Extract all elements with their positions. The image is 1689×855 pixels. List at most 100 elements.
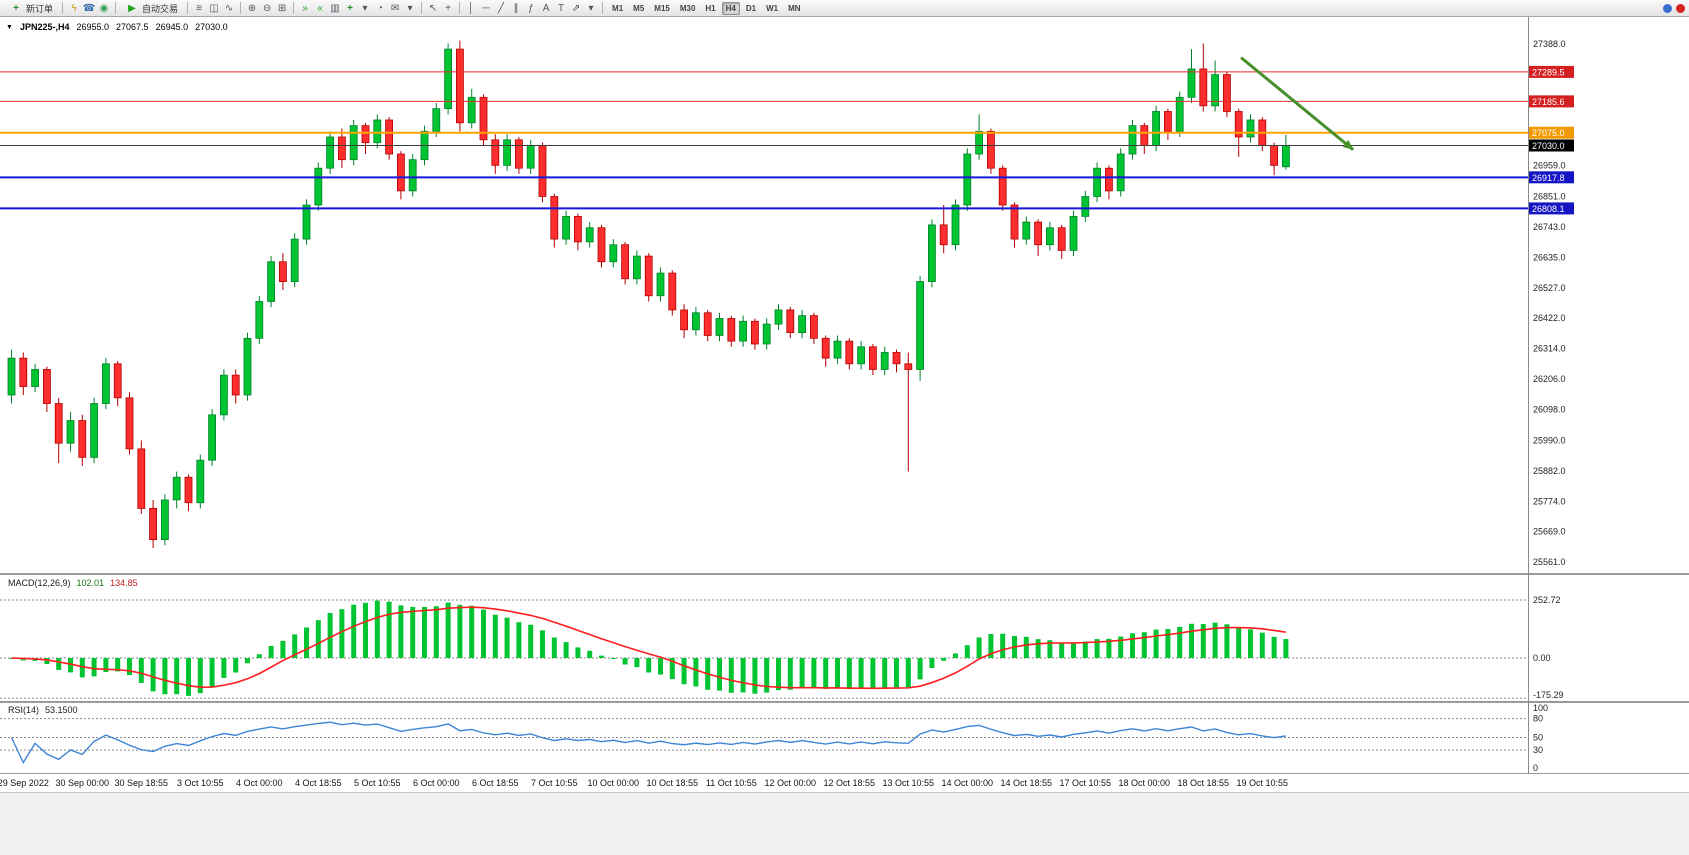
timeframe-mn-button[interactable]: MN xyxy=(788,3,801,13)
zoom-in-icon[interactable]: ⊕ xyxy=(247,2,257,14)
candlestick-chart-icon[interactable]: ◫ xyxy=(209,2,219,14)
svg-text:14 Oct 18:55: 14 Oct 18:55 xyxy=(1001,778,1053,788)
macd-signal-value: 134.85 xyxy=(110,578,138,588)
chevron-down-icon[interactable]: ▾ xyxy=(588,2,594,14)
phone-icon[interactable]: ☎ xyxy=(82,2,96,14)
main-chart[interactable]: 27388.0 26959.0 26851.0 26743.0 26635.0 26527… xyxy=(0,17,1689,573)
svg-text:30: 30 xyxy=(1533,745,1543,755)
new-order-icon: + xyxy=(13,2,19,14)
timeframe-d1-button[interactable]: D1 xyxy=(745,3,757,13)
notification-icon[interactable] xyxy=(1676,3,1685,13)
svg-text:29 Sep 2022: 29 Sep 2022 xyxy=(0,778,49,788)
globe-icon[interactable]: ◉ xyxy=(99,2,109,14)
collapse-icon[interactable]: ▼ xyxy=(6,23,13,31)
horizontal-line-icon[interactable]: ─ xyxy=(482,2,490,14)
svg-text:25990.0: 25990.0 xyxy=(1533,435,1566,445)
svg-text:18 Oct 00:00: 18 Oct 00:00 xyxy=(1119,778,1171,788)
chevron-down-icon[interactable]: ▾ xyxy=(362,2,368,14)
clock-icon[interactable]: ◔ xyxy=(377,2,384,14)
svg-text:25882.0: 25882.0 xyxy=(1533,466,1566,476)
timeframe-h1-button[interactable]: H1 xyxy=(705,3,716,13)
svg-text:25774.0: 25774.0 xyxy=(1533,497,1566,507)
svg-text:26527.0: 26527.0 xyxy=(1533,283,1566,293)
channel-icon[interactable]: ∥ xyxy=(513,2,519,14)
svg-text:100: 100 xyxy=(1533,703,1548,713)
autotrading-label: 自动交易 xyxy=(142,3,179,14)
zoom-out-icon[interactable]: ⊖ xyxy=(262,2,272,14)
svg-text:26422.0: 26422.0 xyxy=(1533,313,1566,323)
vertical-line-icon[interactable]: │ xyxy=(467,2,475,14)
arrows-tool-icon[interactable]: ⇗ xyxy=(571,2,581,14)
svg-text:30 Sep 00:00: 30 Sep 00:00 xyxy=(56,778,110,788)
toolbar-separator xyxy=(293,2,295,14)
rsi-name: RSI(14) xyxy=(8,705,40,715)
svg-text:7 Oct 10:55: 7 Oct 10:55 xyxy=(531,778,578,788)
svg-text:19 Oct 10:55: 19 Oct 10:55 xyxy=(1237,778,1289,788)
svg-text:27185.6: 27185.6 xyxy=(1532,97,1565,107)
mail-icon[interactable]: ✉ xyxy=(390,2,400,14)
line-chart-icon[interactable]: ∿ xyxy=(224,2,234,14)
label-icon[interactable]: T xyxy=(557,2,565,14)
timeframe-m1-button[interactable]: M1 xyxy=(612,3,624,13)
tile-windows-icon[interactable]: ⊞ xyxy=(277,2,287,14)
connection-status-icon[interactable] xyxy=(1663,3,1672,13)
chart-header: ▼ JPN225-,H4 26955.0 27067.5 26945.0 270… xyxy=(6,22,228,32)
low-value: 26945.0 xyxy=(155,22,189,32)
macd-name: MACD(12,26,9) xyxy=(8,578,71,588)
timeframe-toolbar: M1 M5 M15 M30 H1 H4 D1 W1 MN xyxy=(607,1,806,15)
time-axis[interactable]: 29 Sep 2022 30 Sep 00:00 30 Sep 18:55 3 Oct… xyxy=(0,774,1689,792)
chevron-down-icon[interactable]: ▾ xyxy=(407,2,413,14)
crosshair-icon[interactable]: + xyxy=(445,2,451,14)
flash-icon[interactable]: ϟ xyxy=(71,2,77,14)
svg-text:6 Oct 18:55: 6 Oct 18:55 xyxy=(472,778,519,788)
panel-separator[interactable] xyxy=(0,701,1689,703)
timeframe-w1-button[interactable]: W1 xyxy=(766,3,779,13)
add-indicator-icon[interactable]: + xyxy=(347,2,353,14)
window-background xyxy=(0,792,1689,855)
toolbar-separator xyxy=(240,2,242,14)
play-icon: ▶ xyxy=(128,2,136,14)
close-value: 27030.0 xyxy=(195,22,228,32)
timeframe-m30-button[interactable]: M30 xyxy=(679,3,696,13)
svg-text:26314.0: 26314.0 xyxy=(1533,344,1566,354)
chart-shift-icon[interactable]: « xyxy=(317,2,323,14)
symbol-title: JPN225-,H4 xyxy=(19,22,70,32)
toolbar-separator xyxy=(187,2,189,14)
svg-text:18 Oct 18:55: 18 Oct 18:55 xyxy=(1178,778,1230,788)
autotrading-button[interactable]: ▶ 自动交易 xyxy=(120,1,183,15)
text-icon[interactable]: A xyxy=(542,2,550,14)
rsi-label: RSI(14) 53.1500 xyxy=(8,705,78,715)
timeframe-m15-button[interactable]: M15 xyxy=(654,3,670,13)
cursor-icon[interactable]: ↖ xyxy=(428,2,438,14)
panel-separator[interactable] xyxy=(0,773,1689,774)
toolbar-separator xyxy=(421,2,423,14)
timeframe-h4-button[interactable]: H4 xyxy=(721,1,740,15)
new-order-button[interactable]: + 新订单 xyxy=(4,1,58,15)
new-chart-icon[interactable]: ▥ xyxy=(330,2,340,14)
svg-text:0.00: 0.00 xyxy=(1533,653,1551,663)
svg-text:80: 80 xyxy=(1533,714,1543,724)
svg-text:4 Oct 18:55: 4 Oct 18:55 xyxy=(295,778,342,788)
rsi-value: 53.1500 xyxy=(45,705,78,715)
svg-text:27030.0: 27030.0 xyxy=(1532,141,1565,151)
macd-panel[interactable]: 252.72 0.00 -175.29 xyxy=(0,575,1689,701)
auto-scroll-icon[interactable]: » xyxy=(302,2,308,14)
svg-text:10 Oct 18:55: 10 Oct 18:55 xyxy=(647,778,699,788)
trendline-icon[interactable]: ╱ xyxy=(498,2,505,14)
svg-text:252.72: 252.72 xyxy=(1533,595,1561,605)
svg-text:25561.0: 25561.0 xyxy=(1533,557,1566,567)
svg-text:26808.1: 26808.1 xyxy=(1532,204,1565,214)
toolbar-separator xyxy=(459,2,461,14)
macd-value: 102.01 xyxy=(76,578,105,588)
fibonacci-icon[interactable]: ƒ xyxy=(528,2,534,14)
timeframe-m5-button[interactable]: M5 xyxy=(633,3,645,13)
bar-chart-icon[interactable]: ≡ xyxy=(196,2,202,14)
svg-text:26743.0: 26743.0 xyxy=(1533,222,1566,232)
panel-separator[interactable] xyxy=(0,573,1689,575)
toolbar-separator xyxy=(602,2,604,14)
svg-text:26959.0: 26959.0 xyxy=(1533,161,1566,171)
price-axis-separator[interactable] xyxy=(1528,17,1529,774)
svg-text:4 Oct 00:00: 4 Oct 00:00 xyxy=(236,778,283,788)
svg-text:5 Oct 10:55: 5 Oct 10:55 xyxy=(354,778,401,788)
